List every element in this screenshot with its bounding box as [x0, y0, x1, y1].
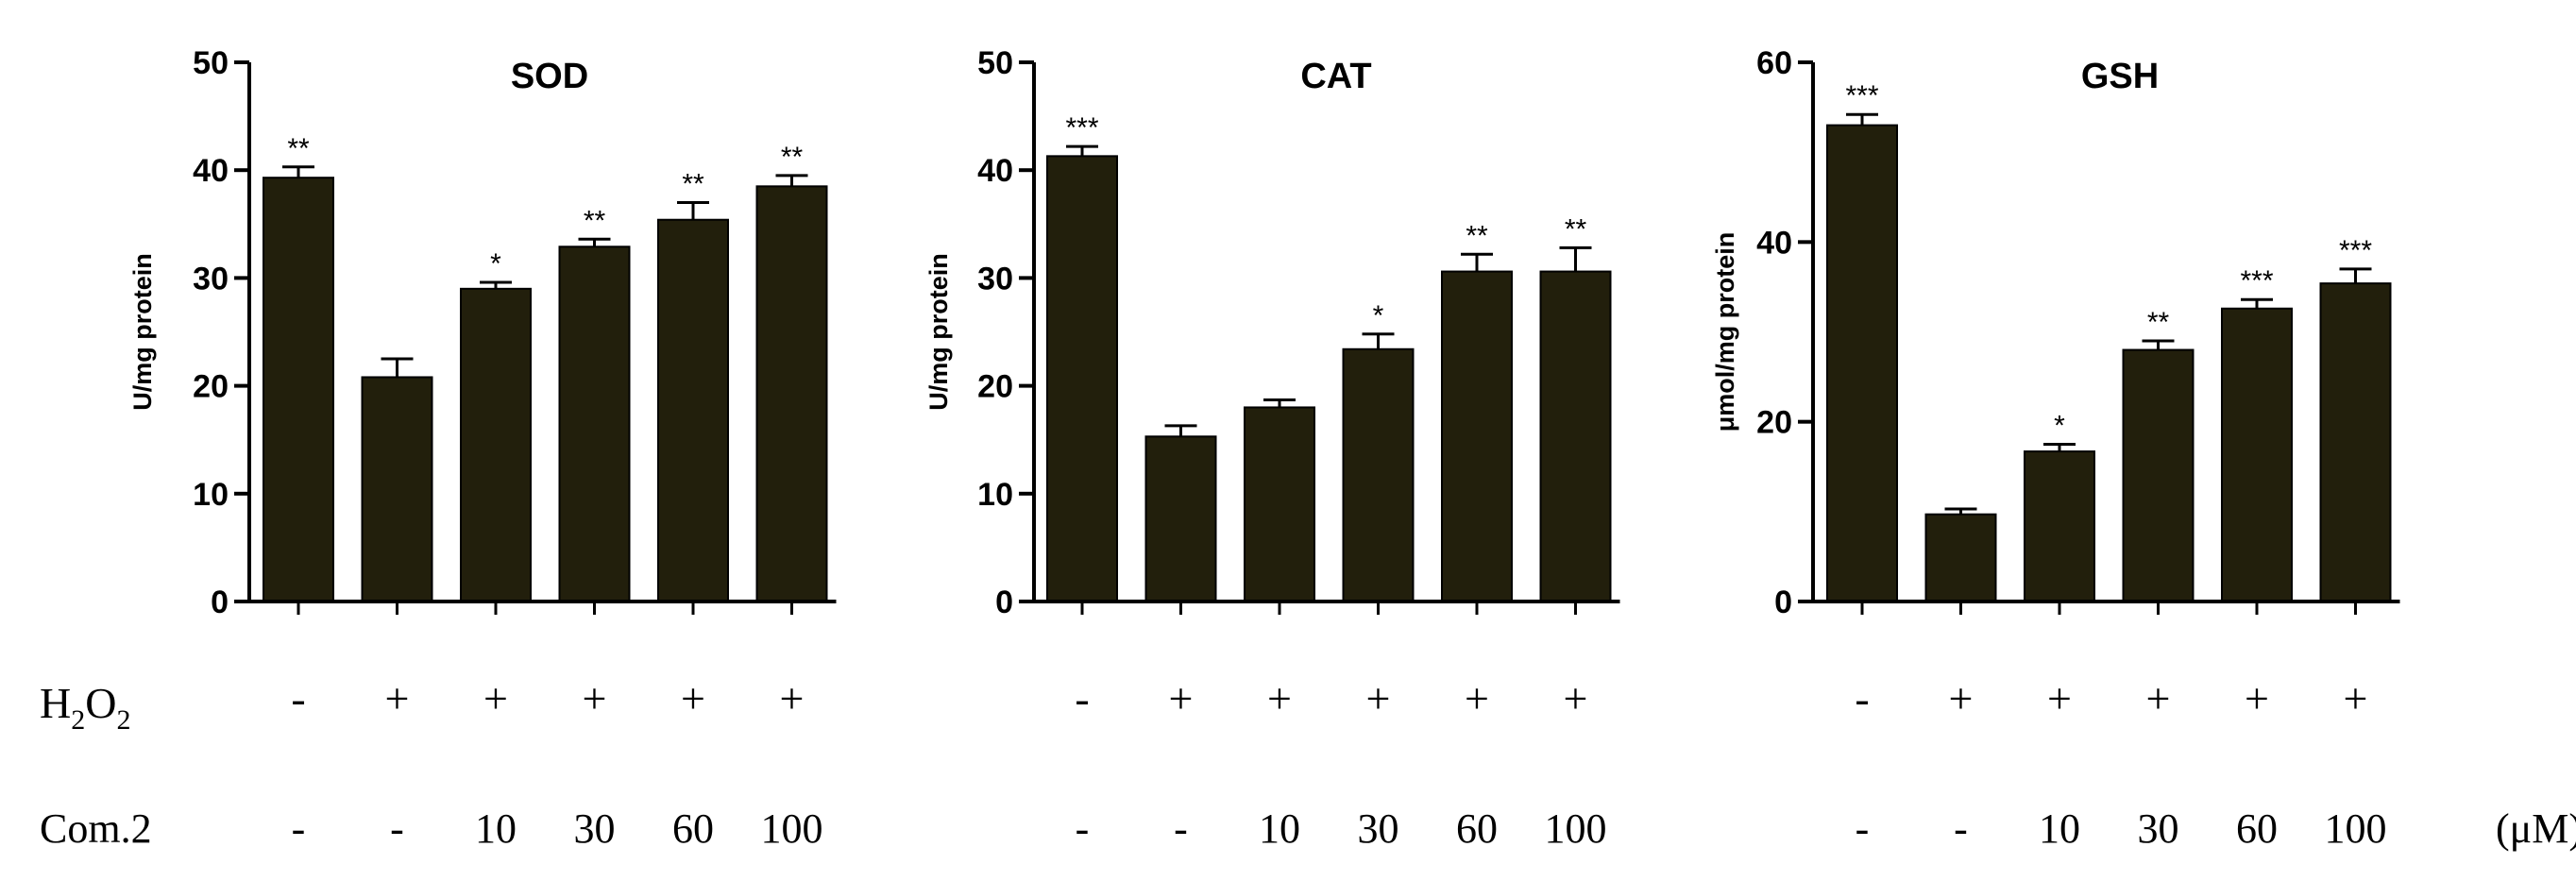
- y-tick-label: 40: [1756, 225, 1792, 261]
- h2o2-value: +: [1267, 674, 1292, 722]
- bar: [263, 177, 334, 602]
- y-tick-label: 10: [193, 477, 229, 513]
- h2o2-value: +: [583, 674, 607, 722]
- significance-label: ***: [1065, 112, 1098, 144]
- bar: [1539, 270, 1612, 602]
- y-tick-label: 10: [977, 477, 1013, 513]
- bar: [1924, 513, 1997, 603]
- significance-label: **: [781, 142, 804, 173]
- h2o2-value: -: [291, 674, 305, 722]
- com2-value: -: [1954, 805, 1968, 852]
- y-tick-label: 20: [1756, 405, 1792, 441]
- h2o2-value: +: [2344, 674, 2368, 722]
- chart-title: SOD: [511, 57, 588, 96]
- chart-panel-1: 0 10 20 30 40 50 U/mg protein SOD ** - - + - * +10 ** +3…: [128, 45, 837, 852]
- bar: [1046, 155, 1118, 602]
- com2-value: -: [1174, 805, 1188, 852]
- com2-value: 30: [2138, 805, 2179, 852]
- significance-label: *: [2054, 410, 2065, 441]
- significance-label: *: [1373, 300, 1384, 331]
- y-axis-label: U/mg protein: [128, 253, 157, 411]
- h2o2-value: +: [2047, 674, 2072, 722]
- com2-value: -: [1076, 805, 1090, 852]
- h2o2-value: -: [1855, 674, 1869, 722]
- y-tick-label: 0: [211, 585, 229, 620]
- chart-panel-3: 0 20 40 60 μmol/mg protein GSH *** - - + - * +10 ** +3…: [1711, 45, 2400, 852]
- com2-value: 100: [1545, 805, 1607, 852]
- h2o2-value: +: [2245, 674, 2269, 722]
- com2-value: 60: [2236, 805, 2278, 852]
- significance-label: ***: [2240, 265, 2273, 296]
- bar: [2024, 450, 2095, 602]
- com2-value: -: [292, 805, 306, 852]
- com2-value: 10: [2039, 805, 2080, 852]
- bar: [657, 218, 729, 602]
- h2o2-value: +: [2146, 674, 2171, 722]
- significance-label: **: [2147, 307, 2170, 338]
- bar: [1144, 435, 1217, 602]
- bar: [558, 246, 631, 602]
- bar: [2319, 282, 2392, 602]
- significance-label: **: [682, 168, 704, 199]
- unit-label: (μM): [2496, 805, 2576, 852]
- h2o2-value: +: [1169, 674, 1194, 722]
- h2o2-value: +: [681, 674, 705, 722]
- h2o2-value: +: [1366, 674, 1391, 722]
- h2o2-value: +: [483, 674, 508, 722]
- y-tick-label: 40: [193, 153, 229, 189]
- y-tick-label: 50: [193, 45, 229, 81]
- bar: [460, 287, 532, 602]
- h2o2-value: -: [1075, 674, 1089, 722]
- com2-value: 30: [574, 805, 616, 852]
- bar: [1244, 406, 1315, 602]
- com2-value: 10: [1259, 805, 1300, 852]
- chart-panel-2: 0 10 20 30 40 50 U/mg protein CAT *** - - + - +10 * +30…: [924, 45, 1620, 852]
- chart-title: CAT: [1300, 57, 1371, 96]
- y-tick-label: 20: [193, 369, 229, 405]
- significance-label: **: [287, 133, 310, 164]
- h2o2-value: +: [1465, 674, 1489, 722]
- chart-title: GSH: [2081, 57, 2159, 96]
- y-tick-label: 0: [995, 585, 1013, 620]
- y-tick-label: 0: [1774, 585, 1792, 620]
- com2-value: -: [390, 805, 404, 852]
- com2-value: 10: [475, 805, 517, 852]
- com2-value: 100: [761, 805, 823, 852]
- significance-label: ***: [2339, 235, 2372, 266]
- h2o2-value: +: [385, 674, 410, 722]
- com2-value: -: [1856, 805, 1870, 852]
- com2-value: 30: [1358, 805, 1399, 852]
- h2o2-value: +: [1949, 674, 1974, 722]
- bar: [2221, 307, 2293, 602]
- com2-row-label: Com.2: [40, 805, 152, 852]
- h2o2-value: +: [780, 674, 805, 722]
- com2-value: 60: [1456, 805, 1498, 852]
- bar: [755, 185, 828, 603]
- y-tick-label: 50: [977, 45, 1013, 81]
- h2o2-value: +: [1564, 674, 1588, 722]
- y-tick-label: 30: [193, 261, 229, 296]
- h2o2-row-label: H2O2: [40, 679, 130, 736]
- significance-label: **: [1565, 213, 1587, 245]
- bar: [1342, 347, 1415, 602]
- bar: [1441, 270, 1513, 602]
- com2-value: 60: [672, 805, 714, 852]
- significance-label: **: [584, 205, 606, 236]
- y-tick-label: 20: [977, 369, 1013, 405]
- bar: [2122, 348, 2195, 602]
- y-axis-label: μmol/mg protein: [1711, 232, 1739, 432]
- significance-label: *: [490, 248, 501, 280]
- y-tick-label: 40: [977, 153, 1013, 189]
- y-tick-label: 60: [1756, 45, 1792, 81]
- significance-label: ***: [1845, 80, 1878, 111]
- y-tick-label: 30: [977, 261, 1013, 296]
- y-axis-label: U/mg protein: [924, 253, 953, 411]
- bar: [1826, 124, 1898, 602]
- com2-value: 100: [2325, 805, 2387, 852]
- significance-label: **: [1466, 220, 1488, 251]
- bar: [361, 376, 433, 602]
